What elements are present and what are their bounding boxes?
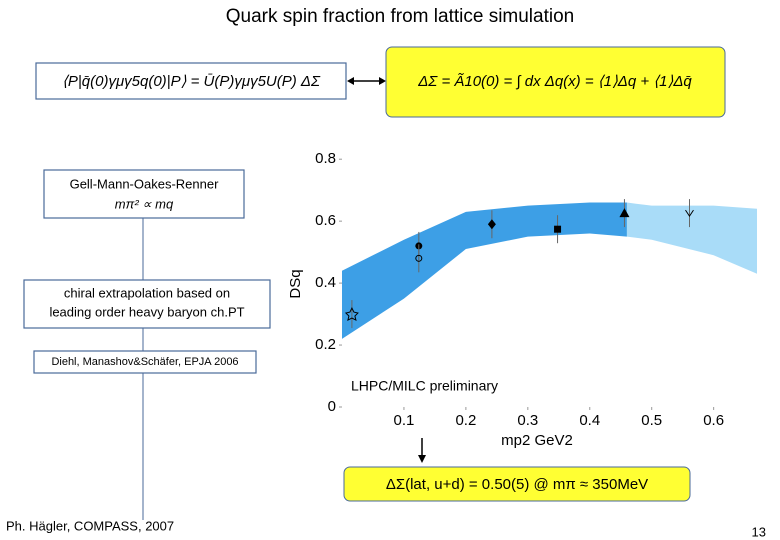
band	[626, 202, 757, 274]
band	[342, 202, 627, 339]
y-tick-label: 0	[328, 398, 336, 415]
y-axis-label: DSq	[287, 269, 304, 298]
x-tick-label: 0.2	[455, 412, 476, 429]
footer: Ph. Hägler, COMPASS, 2007	[6, 518, 174, 533]
x-tick-label: 0.5	[641, 412, 662, 429]
reference-box	[33, 350, 257, 374]
result: ΔΣ(lat, u+d) = 0.50(5) @ mπ ≈ 350MeV	[386, 476, 648, 493]
gmor-title: Gell-Mann-Oakes-Renner	[70, 176, 220, 191]
x-tick-label: 0.4	[579, 412, 600, 429]
y-tick-label: 0.8	[315, 150, 336, 167]
page-number: 13	[752, 524, 766, 539]
chiral-text: chiral extrapolation based on	[64, 285, 230, 300]
x-tick-label: 0.6	[703, 412, 724, 429]
point	[685, 209, 694, 217]
annotation: LHPC/MILC preliminary	[351, 378, 498, 394]
title: Quark spin fraction from lattice simulat…	[226, 6, 574, 27]
gmor-box	[43, 169, 245, 219]
point	[344, 306, 359, 322]
reference: Diehl, Manashov&Schäfer, EPJA 2006	[51, 356, 238, 368]
chart: 0 0.2 0.4 0.6 0.8 0.1 0.2 0.3 0.4 0.5 0.6 mp2 GeV2 D…	[287, 150, 757, 449]
point	[487, 219, 496, 230]
arrow-head	[347, 77, 354, 85]
formula-right-box	[385, 46, 726, 118]
y-tick-label: 0.2	[315, 336, 336, 353]
x-axis-label: mp2 GeV2	[501, 432, 573, 449]
y-tick-label: 0.4	[315, 274, 336, 291]
point	[619, 208, 630, 218]
arrow-head	[418, 455, 426, 463]
y-tick-label: 0.6	[315, 212, 336, 229]
point	[415, 254, 423, 262]
arrow-head	[379, 77, 386, 85]
gmor-formula: mπ² ∝ mq	[115, 196, 174, 211]
x-tick-label: 0.3	[517, 412, 538, 429]
chiral-box	[23, 279, 271, 329]
chiral-text: leading order heavy baryon ch.PT	[49, 304, 244, 319]
formula-box	[35, 62, 347, 100]
formula-left: ⟨P|q̄(0)γμγ5q(0)|P⟩ = Ū(P)γμγ5U(P) ΔΣ	[62, 73, 321, 90]
x-tick-label: 0.1	[394, 412, 415, 429]
result-box	[343, 466, 691, 502]
point	[554, 225, 562, 233]
formula-right: ΔΣ = Ã10(0) = ∫ dx Δq(x) = ⟨1⟩Δq + ⟨1⟩Δq…	[417, 73, 692, 90]
